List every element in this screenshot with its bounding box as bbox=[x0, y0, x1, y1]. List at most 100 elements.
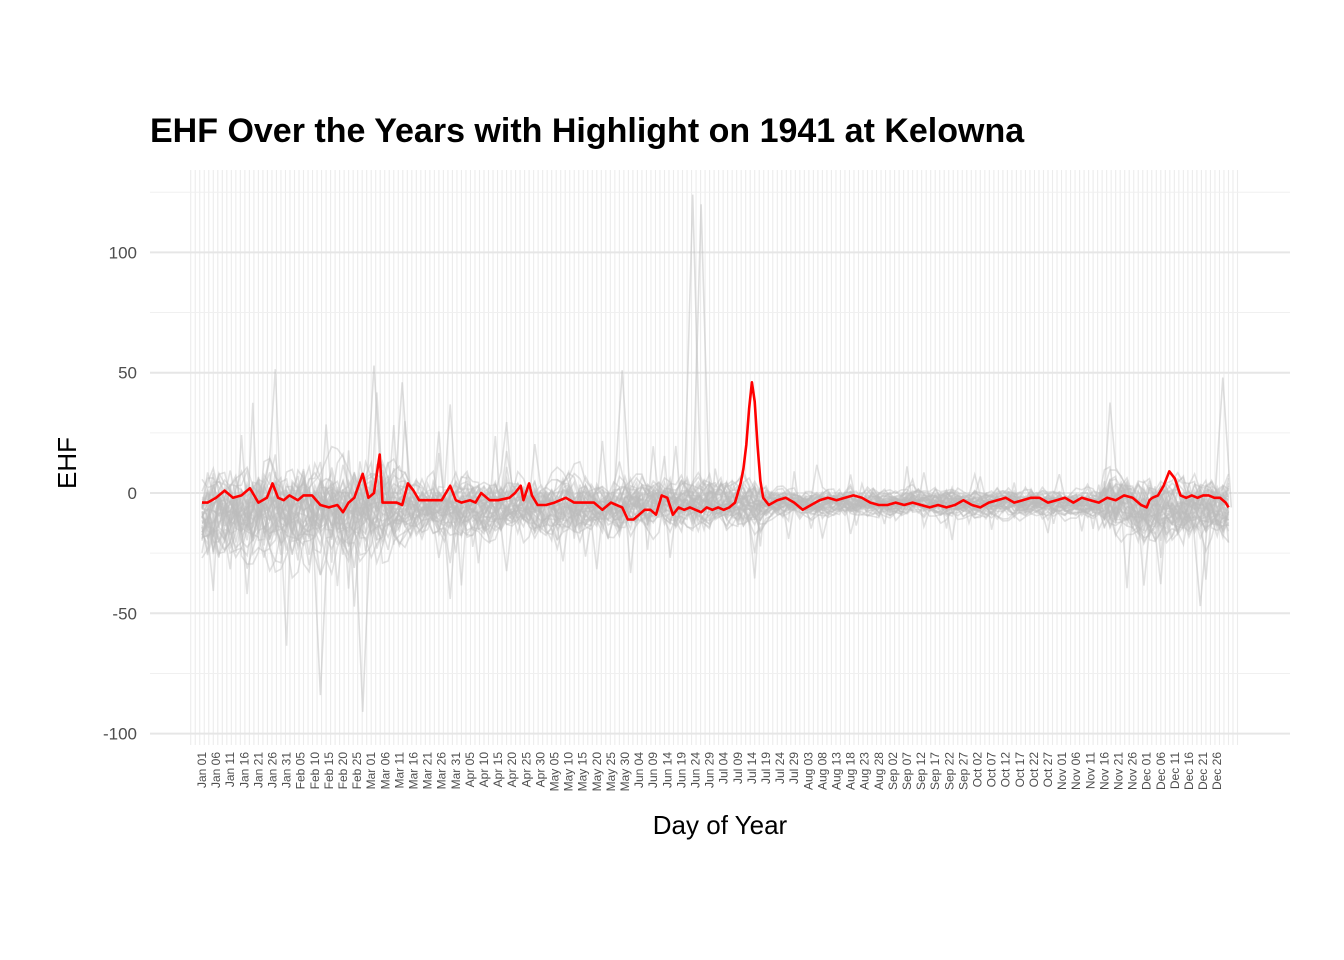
y-tick-label: -50 bbox=[112, 604, 137, 623]
x-tick-label: Sep 27 bbox=[956, 752, 970, 790]
x-tick-label: Mar 21 bbox=[421, 752, 435, 790]
background-series-line bbox=[201, 478, 1230, 552]
x-tick-label: Nov 26 bbox=[1126, 752, 1140, 790]
x-tick-label: Dec 11 bbox=[1168, 752, 1182, 789]
x-tick-label: Apr 05 bbox=[463, 752, 477, 788]
y-axis-title: EHF bbox=[52, 437, 82, 489]
x-tick-label: Jan 01 bbox=[195, 752, 209, 788]
x-tick-label: Apr 10 bbox=[477, 752, 491, 788]
x-tick-label: May 30 bbox=[618, 752, 632, 792]
background-series-line bbox=[201, 476, 1230, 569]
background-series-line bbox=[201, 460, 1229, 580]
x-tick-label: Aug 23 bbox=[858, 752, 872, 790]
background-series-line bbox=[201, 452, 1229, 543]
x-tick-label: Dec 16 bbox=[1182, 752, 1196, 790]
x-tick-label: Feb 20 bbox=[336, 752, 350, 790]
minor-gridlines bbox=[150, 170, 1290, 745]
background-series-line bbox=[201, 473, 1229, 646]
x-axis-ticks: Jan 01 Jan 06 Jan 11 Jan 16 Jan 21 Jan 26 Jan … bbox=[195, 752, 1224, 792]
x-tick-label: Dec 21 bbox=[1196, 752, 1210, 790]
background-series-line bbox=[201, 450, 1229, 560]
x-tick-label: May 25 bbox=[604, 752, 618, 792]
highlight-series-group bbox=[202, 380, 1230, 521]
x-tick-label: Dec 01 bbox=[1140, 752, 1154, 790]
background-series-line bbox=[201, 470, 1229, 569]
x-tick-label: Jul 19 bbox=[759, 752, 773, 784]
x-tick-label: May 15 bbox=[576, 752, 590, 792]
x-tick-label: Aug 28 bbox=[872, 752, 886, 790]
x-tick-label: Aug 08 bbox=[815, 752, 829, 790]
background-series-spike bbox=[683, 194, 702, 503]
background-series-line bbox=[201, 402, 1230, 570]
background-series-line bbox=[201, 445, 1229, 574]
background-series-spike bbox=[612, 370, 632, 503]
x-tick-label: Feb 25 bbox=[350, 752, 364, 790]
x-tick-label: Aug 13 bbox=[830, 752, 844, 790]
x-axis-title: Day of Year bbox=[653, 810, 788, 840]
x-tick-label: Jan 26 bbox=[266, 752, 280, 788]
background-series-line bbox=[201, 461, 1229, 585]
x-tick-label: Jan 16 bbox=[237, 752, 251, 788]
highlight-series-line bbox=[202, 380, 1230, 521]
x-tick-label: Jan 06 bbox=[209, 752, 223, 788]
background-series-line bbox=[201, 464, 1229, 558]
x-tick-label: Jan 11 bbox=[223, 752, 237, 787]
x-tick-label: Apr 15 bbox=[491, 752, 505, 788]
x-tick-label: Apr 30 bbox=[533, 752, 547, 788]
x-tick-label: Jul 04 bbox=[717, 752, 731, 784]
x-tick-label: Sep 22 bbox=[942, 752, 956, 790]
x-tick-label: Sep 12 bbox=[914, 752, 928, 790]
x-tick-label: Mar 11 bbox=[392, 752, 406, 789]
x-tick-label: Oct 02 bbox=[971, 752, 985, 788]
x-tick-label: Sep 17 bbox=[928, 752, 942, 790]
background-series-line bbox=[201, 469, 1229, 564]
x-tick-label: Apr 20 bbox=[505, 752, 519, 788]
background-series-line bbox=[201, 475, 1230, 564]
x-tick-label: May 05 bbox=[548, 752, 562, 792]
x-tick-label: Aug 03 bbox=[801, 752, 815, 790]
x-tick-label: Nov 01 bbox=[1055, 752, 1069, 790]
background-series-line bbox=[201, 443, 1230, 555]
x-tick-label: Aug 18 bbox=[844, 752, 858, 790]
x-tick-label: Mar 26 bbox=[435, 752, 449, 790]
x-tick-label: Sep 02 bbox=[886, 752, 900, 790]
y-tick-label: -100 bbox=[103, 725, 137, 744]
background-series-line bbox=[201, 471, 1230, 551]
x-tick-label: Jun 14 bbox=[660, 752, 674, 788]
x-tick-label: Jul 14 bbox=[745, 752, 759, 784]
x-tick-label: Mar 16 bbox=[407, 752, 421, 790]
x-tick-label: Jun 09 bbox=[646, 752, 660, 788]
x-tick-label: Oct 17 bbox=[1013, 752, 1027, 788]
x-tick-label: Jun 24 bbox=[689, 752, 703, 788]
background-series-spike bbox=[393, 382, 412, 508]
x-tick-label: May 10 bbox=[562, 752, 576, 792]
x-tick-label: Mar 01 bbox=[364, 752, 378, 790]
background-series-spike bbox=[311, 509, 330, 696]
x-tick-label: Jun 04 bbox=[632, 752, 646, 788]
y-tick-label: 50 bbox=[118, 364, 137, 383]
background-series-spike bbox=[1191, 507, 1210, 607]
x-tick-label: Jan 31 bbox=[280, 752, 294, 788]
background-series-spike bbox=[691, 204, 711, 503]
y-tick-label: 0 bbox=[128, 484, 137, 503]
background-series-line bbox=[201, 471, 1230, 566]
x-tick-label: Nov 21 bbox=[1112, 752, 1126, 790]
x-tick-label: Jul 29 bbox=[787, 752, 801, 784]
background-series-spike bbox=[353, 507, 372, 712]
chart-title: EHF Over the Years with Highlight on 194… bbox=[150, 112, 1025, 150]
x-tick-label: Jul 24 bbox=[773, 752, 787, 784]
x-tick-label: Nov 11 bbox=[1083, 752, 1097, 789]
background-series-line bbox=[201, 424, 1230, 556]
y-tick-label: 100 bbox=[109, 243, 137, 262]
x-tick-label: Dec 26 bbox=[1210, 752, 1224, 790]
x-tick-label: May 20 bbox=[590, 752, 604, 792]
background-series-line bbox=[201, 455, 1229, 547]
x-tick-label: Apr 25 bbox=[519, 752, 533, 788]
x-tick-label: Jan 21 bbox=[251, 752, 265, 788]
x-tick-label: Jun 19 bbox=[674, 752, 688, 788]
x-tick-label: Oct 07 bbox=[985, 752, 999, 788]
x-tick-label: Jul 09 bbox=[731, 752, 745, 784]
x-tick-label: Mar 06 bbox=[378, 752, 392, 790]
background-year-series bbox=[201, 194, 1233, 712]
